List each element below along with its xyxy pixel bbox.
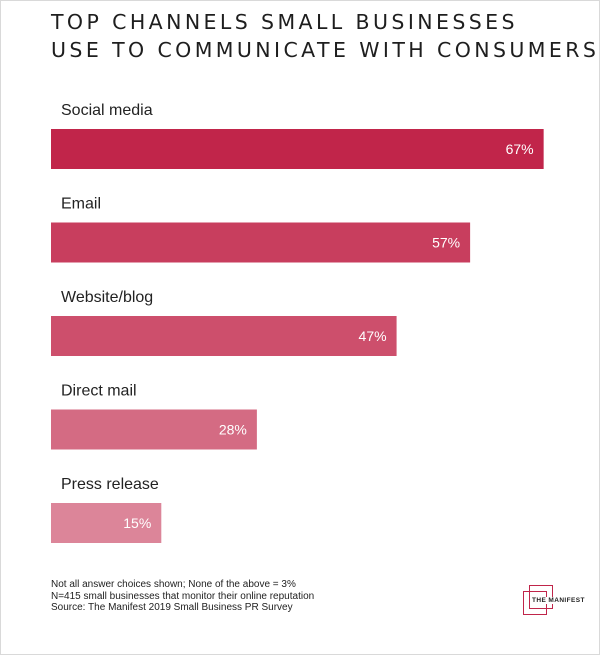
- value-label-social-media: 67%: [506, 141, 534, 157]
- chart-title-line-2: USE TO COMMUNICATE WITH CONSUMERS: [51, 38, 600, 62]
- bar-social-media: [51, 129, 544, 169]
- bar-website-blog: [51, 316, 397, 356]
- footnote-answer-choices: Not all answer choices shown; None of th…: [51, 579, 296, 590]
- bar-direct-mail: [51, 409, 257, 450]
- category-label-press-release: Press release: [61, 476, 159, 493]
- bar-chart: Social media 67% Email 57% Website/blog 47% Di…: [51, 102, 544, 543]
- value-label-direct-mail: 28%: [219, 422, 247, 438]
- chart-title: TOP CHANNELS SMALL BUSINESSES USE TO COM…: [51, 8, 599, 64]
- footnote-sample-size: N=415 small businesses that monitor thei…: [51, 590, 315, 602]
- category-label-social-media: Social media: [61, 102, 153, 119]
- the-manifest-logo: THE MANIFEST: [523, 585, 586, 615]
- chart-title-line-1: TOP CHANNELS SMALL BUSINESSES: [51, 10, 518, 34]
- category-label-website-blog: Website/blog: [61, 289, 153, 306]
- value-label-website-blog: 47%: [359, 328, 387, 344]
- value-label-press-release: 15%: [123, 515, 151, 531]
- logo-text: THE MANIFEST: [531, 597, 586, 604]
- category-label-email: Email: [61, 196, 101, 213]
- bar-press-release: [51, 503, 162, 543]
- footnote-source: Source: The Manifest 2019 Small Business…: [51, 602, 293, 613]
- value-label-email: 57%: [432, 235, 460, 251]
- bar-email: [51, 222, 471, 263]
- category-label-direct-mail: Direct mail: [61, 383, 137, 400]
- footnotes: Not all answer choices shown; None of th…: [51, 579, 314, 614]
